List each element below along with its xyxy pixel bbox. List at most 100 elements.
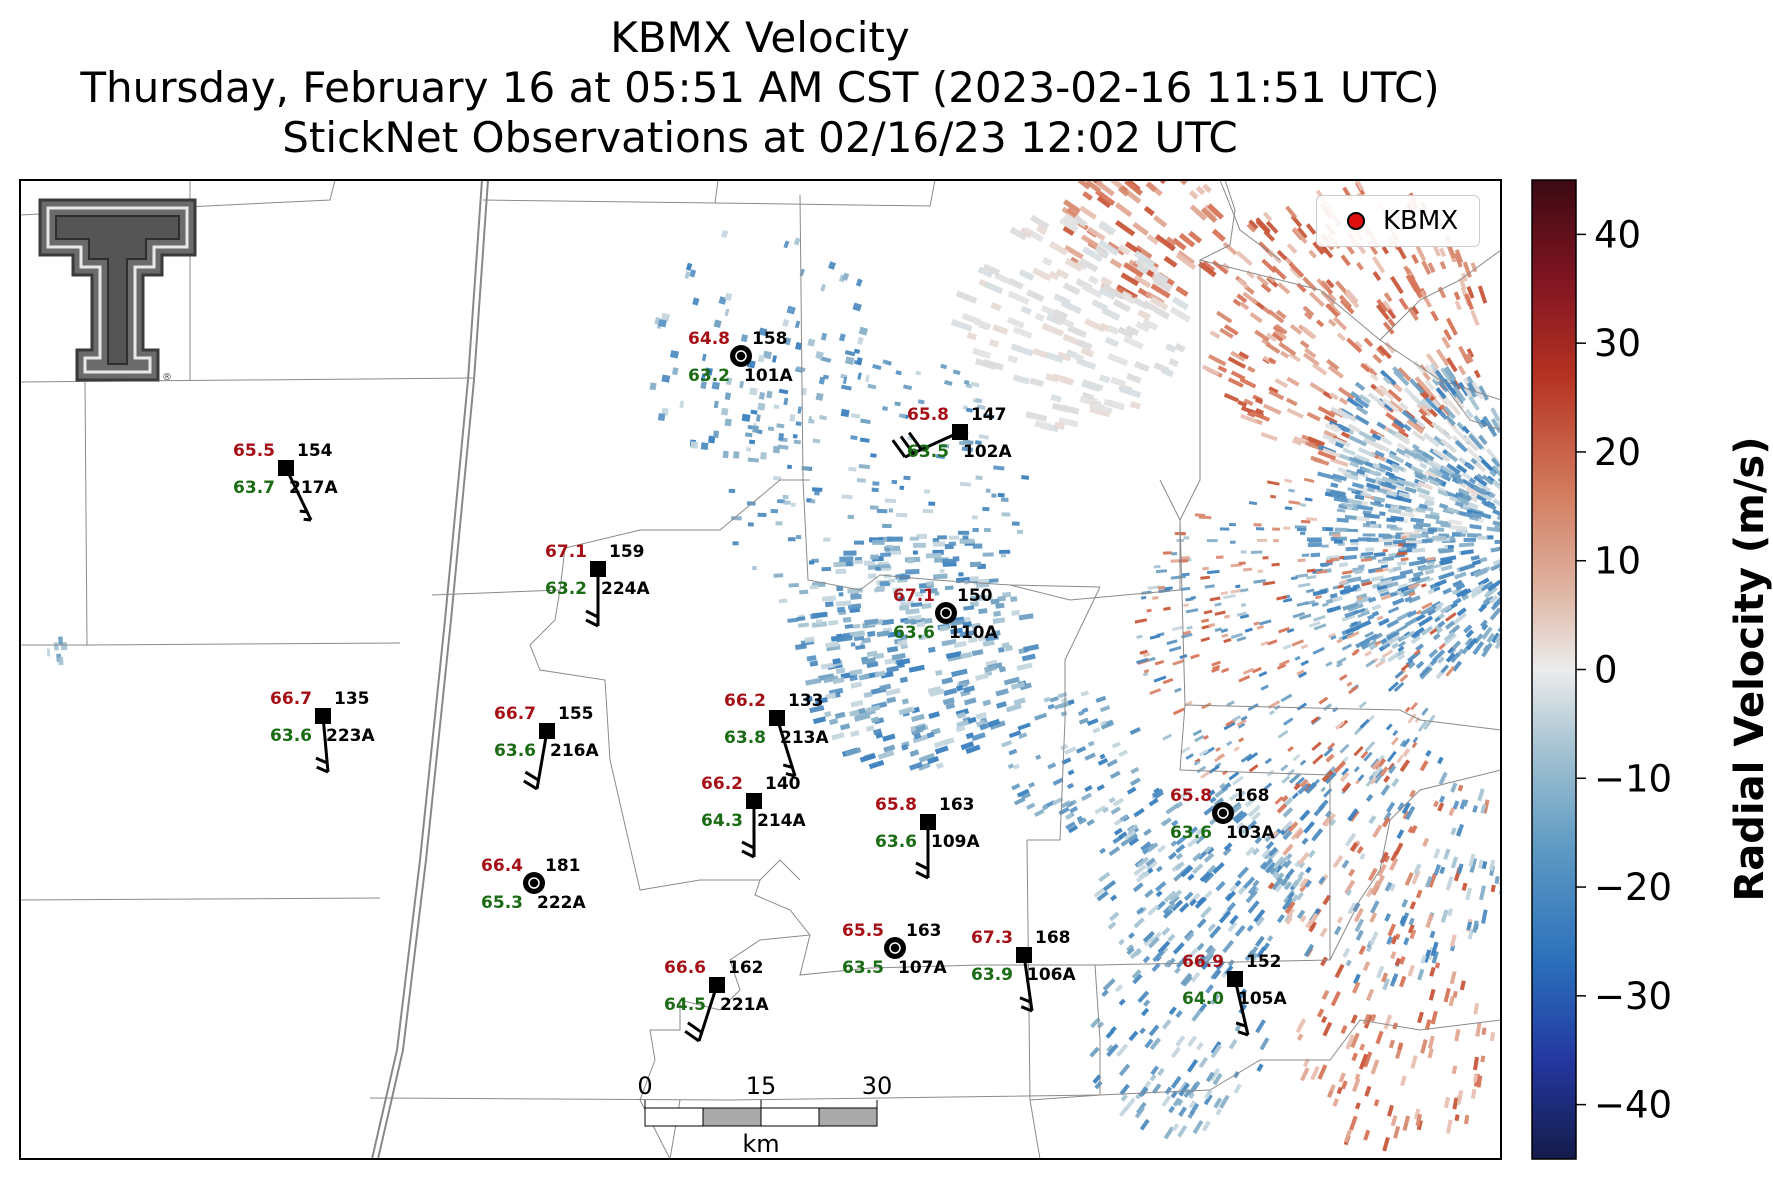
radar-gate (1407, 964, 1415, 977)
wind-barb-feather (524, 770, 540, 782)
radar-gate (902, 384, 913, 391)
radar-gate (1457, 784, 1464, 792)
radar-gate (1476, 481, 1491, 493)
radar-gate (1281, 897, 1294, 911)
radar-gate (1455, 583, 1466, 591)
radar-gate (1440, 522, 1451, 528)
radar-gate (1336, 916, 1344, 924)
radar-gate (1148, 1024, 1160, 1037)
radar-gate (1326, 358, 1340, 371)
radar-gate (1382, 978, 1391, 991)
radar-gate (1133, 864, 1147, 877)
radar-gate (1134, 618, 1148, 624)
radar-gate (1382, 376, 1392, 385)
radar-gate (1352, 607, 1366, 615)
radar-gate (908, 664, 925, 673)
radar-gate (654, 316, 661, 325)
radar-gate (732, 541, 739, 546)
wind-barb-feather (915, 870, 929, 880)
radar-gate (1380, 637, 1388, 645)
radar-gate (1461, 478, 1476, 489)
radar-gate (1439, 558, 1453, 566)
radar-gate (1448, 519, 1463, 526)
radar-gate (1171, 625, 1184, 632)
radar-gate (1134, 361, 1150, 373)
radar-gate (1076, 339, 1093, 351)
radar-gate (1203, 950, 1215, 963)
radar-gate (1484, 586, 1498, 599)
radar-gate (835, 600, 852, 607)
radar-gate (1161, 367, 1175, 378)
radar-gate (1494, 539, 1501, 545)
radar-gate (1311, 602, 1319, 607)
radar-gate (1102, 978, 1116, 992)
radar-gate (1010, 596, 1018, 602)
radar-gate (1204, 890, 1213, 899)
radar-gate (913, 732, 922, 740)
radar-gate (1246, 819, 1258, 831)
radar-gate (1117, 144, 1134, 160)
radar-gate (1400, 663, 1410, 672)
radar-gate (898, 413, 907, 419)
radar-gate (1361, 466, 1371, 474)
radar-gate (1307, 542, 1323, 548)
radar-gate (1452, 1097, 1459, 1110)
radar-gate (1053, 308, 1069, 320)
radar-gate (786, 305, 796, 315)
radar-gate (1375, 758, 1387, 771)
radar-gate (782, 494, 789, 500)
radar-gate (1399, 673, 1409, 683)
radar-gate (1347, 808, 1359, 822)
radar-gate (1136, 906, 1145, 915)
radar-gate (1424, 396, 1439, 412)
radar-gate (1395, 527, 1403, 531)
radar-gate (1525, 531, 1532, 536)
radar-gate (1474, 461, 1487, 473)
radar-gate (939, 625, 949, 632)
radar-gate (1440, 367, 1453, 382)
radar-gate (1211, 664, 1221, 671)
radar-gate (1296, 909, 1306, 920)
radar-gate (1132, 973, 1143, 985)
radar-gate (777, 499, 786, 504)
radar-gate (1067, 325, 1087, 338)
radar-gate (840, 408, 850, 418)
radar-gate (1212, 862, 1225, 875)
radar-gate (1224, 614, 1230, 619)
radar-gate (1460, 549, 1474, 556)
radar-gate (1398, 297, 1409, 311)
radar-gate (1389, 857, 1399, 871)
radar-gate (1272, 871, 1280, 879)
radar-gate (1162, 733, 1173, 741)
radar-gate (1215, 1108, 1223, 1116)
radar-gate (1093, 887, 1105, 898)
radar-gate (1407, 582, 1421, 590)
radar-gate (1109, 911, 1120, 922)
radar-gate (1077, 710, 1085, 717)
radar-gate (1106, 1043, 1119, 1058)
station-pressure: 152 (1246, 952, 1282, 972)
station-temperature: 66.2 (701, 774, 743, 794)
radar-gate (1154, 271, 1169, 284)
radar-gate (1426, 577, 1435, 583)
radar-gate (1152, 949, 1165, 963)
radar-gate (1343, 291, 1360, 309)
radar-gate (1332, 1098, 1339, 1107)
radar-gate (1364, 1085, 1372, 1097)
radar-gate (1239, 377, 1257, 389)
radar-gate (1355, 405, 1369, 416)
radar-gate (1380, 784, 1391, 796)
radar-gate (1181, 572, 1190, 577)
radar-gate (935, 762, 944, 770)
radar-gate (1061, 757, 1072, 765)
radar-gate (1452, 800, 1460, 810)
radar-gate (959, 481, 972, 487)
radar-gate (1155, 569, 1168, 574)
radar-gate (1252, 879, 1260, 888)
radar-gate (1376, 421, 1387, 430)
radar-gate (1118, 938, 1125, 946)
radar-gate (1186, 947, 1199, 961)
radar-gate (1012, 374, 1031, 385)
radar-gate (1347, 423, 1361, 433)
radar-gate (1380, 972, 1389, 983)
